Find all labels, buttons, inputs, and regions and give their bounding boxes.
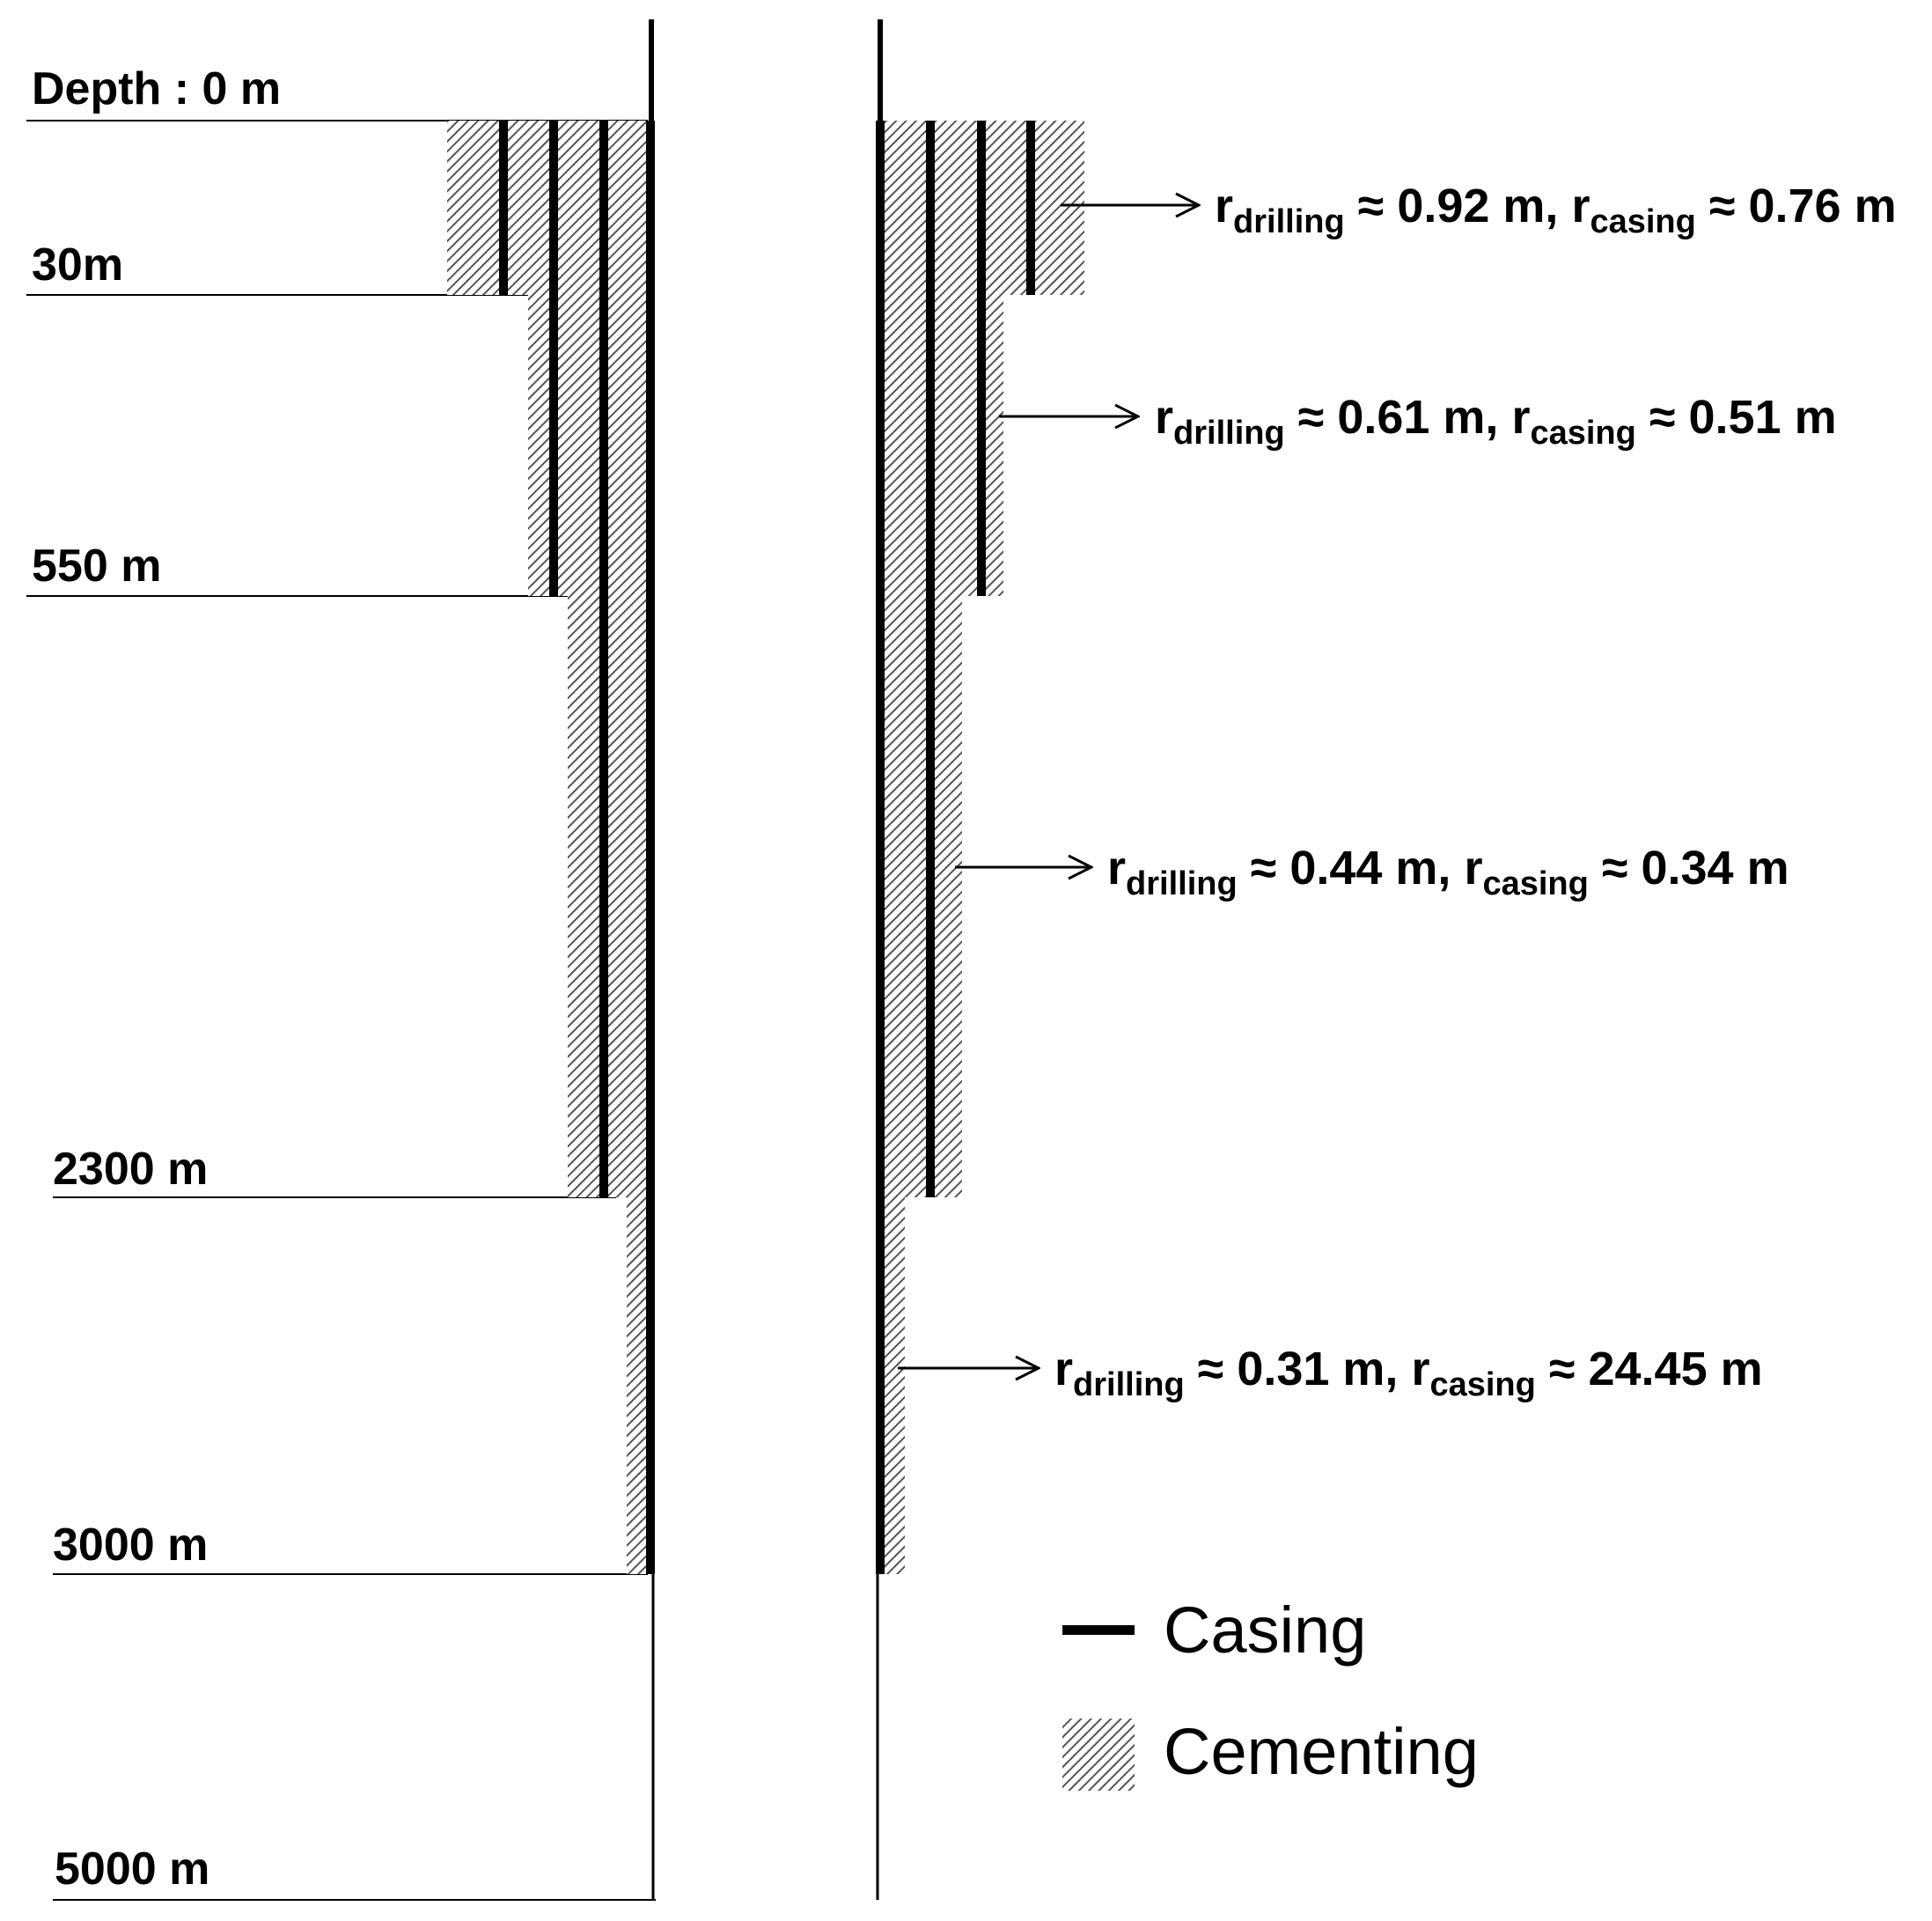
depth-labels: Depth : 0 m 30m 550 m 2300 m 3000 m 5000… xyxy=(32,63,281,1895)
left-casings xyxy=(499,19,655,1900)
legend-cementing-swatch xyxy=(1062,1719,1135,1791)
casing-string-4 xyxy=(646,121,655,1574)
casing-string-3-right xyxy=(926,121,935,1197)
cement-section-3 xyxy=(568,596,650,1197)
cement-section-3-right xyxy=(880,596,962,1197)
cement-section-2 xyxy=(528,295,650,596)
casing-string-4-right xyxy=(876,121,885,1574)
depth-label-30: 30m xyxy=(32,239,123,291)
legend: Casing Cementing xyxy=(1062,1593,1479,1791)
depth-label-550: 550 m xyxy=(32,541,161,592)
cement-section-4 xyxy=(627,1197,650,1574)
legend-casing-label: Casing xyxy=(1164,1593,1366,1667)
radius-annotation-4: rdrilling ≈ 0.31 m, rcasing ≈ 24.45 m xyxy=(1054,1343,1763,1403)
depth-label-3000: 3000 m xyxy=(53,1520,208,1571)
radius-annotation-2: rdrilling ≈ 0.61 m, rcasing ≈ 0.51 m xyxy=(1155,391,1837,452)
radius-annotations: rdrilling ≈ 0.92 m, rcasing ≈ 0.76 m rdr… xyxy=(1054,180,1897,1403)
legend-cementing-label: Cementing xyxy=(1164,1715,1479,1788)
casing-string-2 xyxy=(549,121,558,596)
depth-label-5000: 5000 m xyxy=(55,1844,209,1895)
casing-string-2-right xyxy=(977,121,986,596)
depth-label-0: Depth : 0 m xyxy=(32,63,281,114)
casing-string-1 xyxy=(499,121,508,295)
left-cementing xyxy=(447,121,650,1574)
legend-casing-swatch xyxy=(1062,1625,1135,1635)
casing-string-1-right xyxy=(1026,121,1035,295)
depth-label-2300: 2300 m xyxy=(53,1144,208,1195)
annotation-arrows xyxy=(898,205,1199,1368)
radius-annotation-3: rdrilling ≈ 0.44 m, rcasing ≈ 0.34 m xyxy=(1107,842,1789,902)
radius-annotation-1: rdrilling ≈ 0.92 m, rcasing ≈ 0.76 m xyxy=(1215,180,1897,240)
cement-section-1 xyxy=(447,121,650,295)
casing-string-3 xyxy=(599,121,608,1197)
right-casings xyxy=(876,19,1035,1900)
